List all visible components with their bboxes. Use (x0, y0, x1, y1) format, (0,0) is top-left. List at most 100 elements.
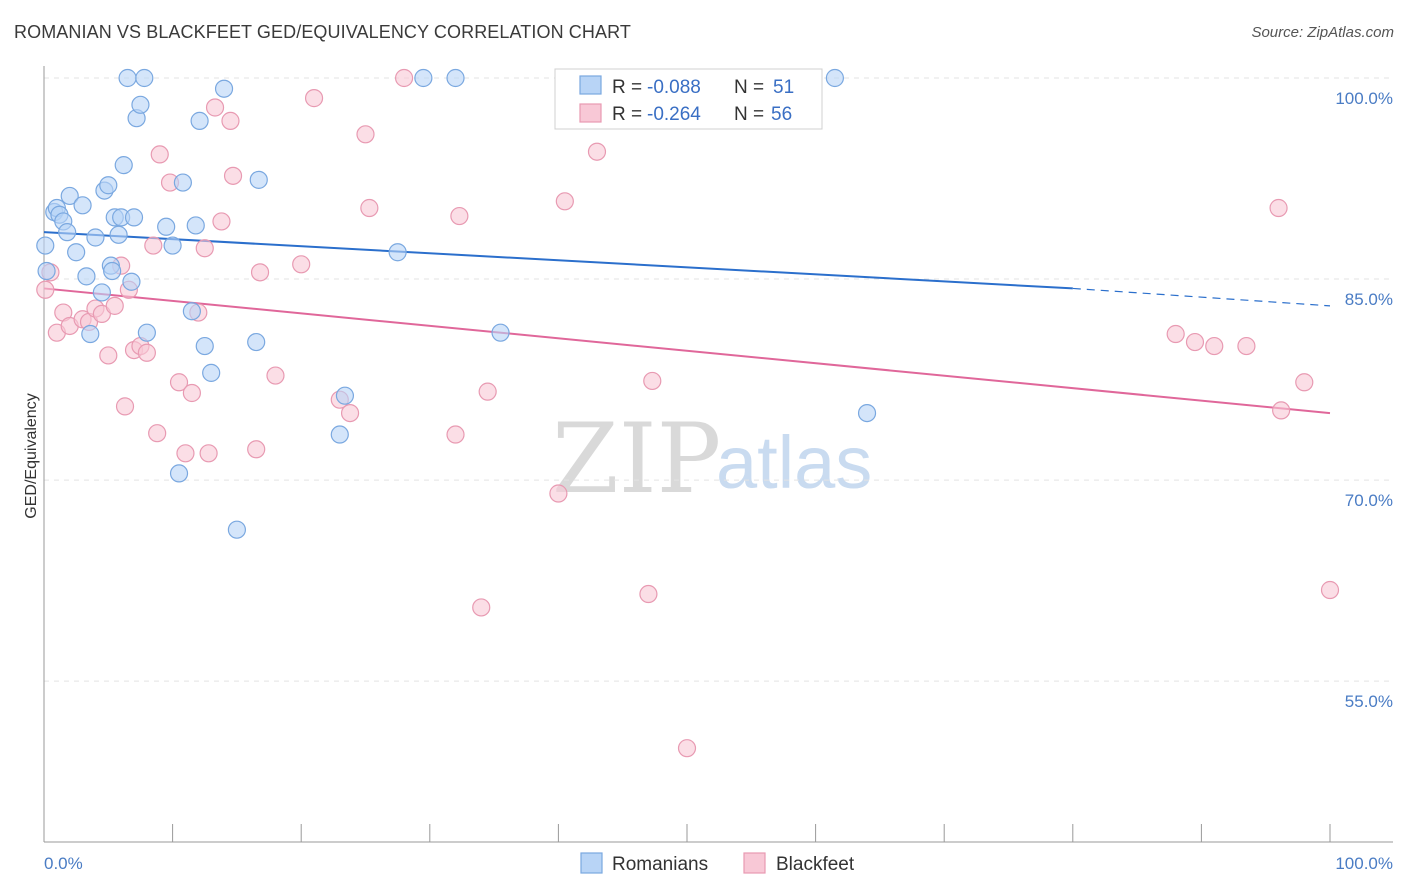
romanians-point (73, 196, 92, 215)
series-legend: Romanians Blackfeet (580, 852, 855, 875)
romanians-trendline (43, 231, 1073, 290)
romanians-n-label: N = (734, 77, 764, 98)
romanians-trendline-extension (1072, 287, 1331, 307)
romanians-point (169, 464, 189, 483)
blackfeet-point (394, 68, 414, 88)
romanians-point (109, 225, 128, 244)
axes (43, 66, 1393, 843)
blackfeet-point (169, 373, 189, 392)
romanians-point (825, 68, 844, 88)
blackfeet-point (1320, 580, 1340, 600)
romanians-point (202, 363, 221, 382)
romanians-point (182, 302, 201, 321)
romanians-swatch (579, 75, 602, 95)
romanians-n-value: 51 (773, 77, 794, 98)
blackfeet-point (292, 255, 311, 274)
blackfeet-point (1272, 401, 1291, 420)
blackfeet-point (150, 145, 169, 164)
blackfeet-point (250, 263, 270, 282)
romanians-point (190, 111, 209, 130)
blackfeet-point (266, 366, 285, 385)
legend-romanians-label: Romanians (612, 854, 708, 875)
y-tick-label: 70.0% (1345, 491, 1393, 510)
blackfeet-point (450, 206, 469, 226)
romanians-point (446, 68, 465, 88)
blackfeet-point (555, 192, 574, 211)
blackfeet-point (223, 166, 243, 185)
romanians-point (388, 243, 407, 262)
y-tick-label: 100.0% (1335, 89, 1393, 108)
blackfeet-point (478, 382, 497, 401)
blackfeet-point (182, 383, 201, 403)
watermark-zip: ZIP (552, 403, 721, 515)
blackfeet-point (105, 296, 124, 315)
blackfeet-point (446, 425, 465, 444)
blackfeet-point (1185, 332, 1205, 352)
blackfeet-r-value: -0.264 (647, 104, 701, 125)
blackfeet-point (199, 444, 218, 463)
blackfeet-n-value: 56 (771, 104, 792, 125)
romanians-point (131, 95, 150, 114)
legend-blackfeet-label: Blackfeet (776, 854, 855, 875)
romanians-point (227, 520, 246, 539)
romanians-point (58, 223, 77, 242)
romanians-point (330, 425, 349, 444)
blackfeet-swatch (579, 103, 602, 123)
x-tick-label-min: 0.0% (44, 854, 83, 873)
romanians-point (103, 261, 122, 281)
romanians-point (173, 173, 192, 192)
blackfeet-r-label: R = (612, 104, 642, 125)
blackfeet-point (144, 236, 163, 255)
blackfeet-point (587, 142, 607, 161)
romanians-point (122, 272, 141, 291)
romanians-point (247, 332, 266, 352)
trendlines (43, 231, 1331, 415)
romanians-point (124, 208, 144, 227)
romanians-point (857, 403, 877, 423)
blackfeet-trendline (43, 287, 1331, 415)
blackfeet-point (677, 739, 697, 758)
blackfeet-point (549, 484, 568, 503)
blackfeet-point (176, 444, 195, 463)
blackfeet-point (221, 111, 240, 130)
romanians-point (135, 68, 154, 88)
romanians-r-label: R = (612, 77, 642, 98)
blackfeet-point (99, 346, 118, 365)
y-axis-label: GED/Equivalency (23, 393, 40, 518)
data-points (36, 68, 1340, 758)
romanians-point (414, 68, 433, 88)
blackfeet-point (1237, 336, 1256, 356)
blackfeet-point (247, 440, 266, 459)
blackfeet-point (643, 371, 662, 391)
romanians-point (118, 68, 137, 88)
romanians-point (491, 323, 510, 342)
blackfeet-point (148, 424, 167, 443)
romanians-point (36, 236, 55, 255)
legend-blackfeet-swatch (743, 852, 766, 874)
blackfeet-n-label: N = (734, 104, 764, 125)
blackfeet-point (115, 397, 135, 416)
romanians-point (92, 283, 111, 302)
romanians-point (114, 156, 133, 175)
x-tick-label-max: 100.0% (1335, 854, 1393, 873)
romanians-point (186, 216, 205, 235)
romanians-point (99, 176, 118, 195)
legend-romanians-swatch (580, 852, 603, 874)
blackfeet-point (1269, 198, 1288, 218)
romanians-point (37, 261, 56, 281)
y-tick-label: 55.0% (1345, 692, 1393, 711)
romanians-point (81, 324, 100, 344)
y-tick-label: 85.0% (1345, 290, 1393, 309)
romanians-point (137, 323, 156, 342)
romanians-point (249, 170, 268, 189)
romanians-point (157, 217, 176, 236)
blackfeet-point (137, 343, 156, 362)
romanians-point (60, 186, 79, 206)
blackfeet-point (639, 584, 658, 604)
blackfeet-point (304, 89, 324, 108)
romanians-point (195, 336, 214, 356)
blackfeet-point (36, 280, 55, 299)
romanians-point (214, 79, 234, 98)
blackfeet-point (1205, 336, 1224, 356)
